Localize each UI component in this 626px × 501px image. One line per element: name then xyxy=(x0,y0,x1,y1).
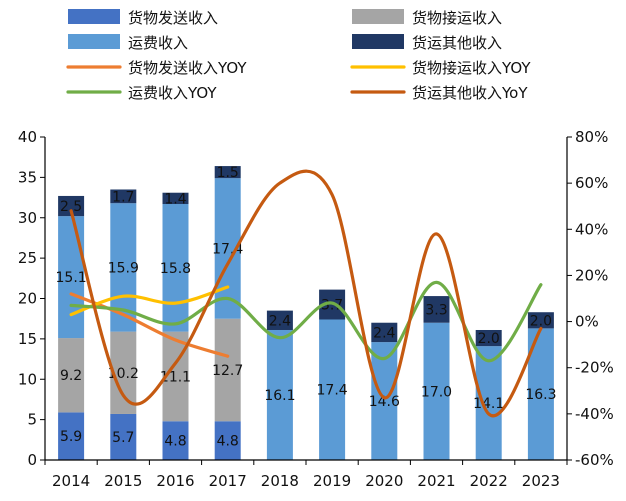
bar-label-3-2023: 16.3 xyxy=(525,387,556,403)
bar-4-2020 xyxy=(371,322,398,343)
bar-label-4-2017: 1.5 xyxy=(217,165,239,181)
bar-4-2017 xyxy=(214,166,241,179)
bar-label-3-2017: 17.4 xyxy=(212,241,243,257)
legend-label-7: 运费收入YOY xyxy=(128,84,217,102)
legend-swatch-4 xyxy=(352,34,404,49)
bar-label-2-2017: 12.7 xyxy=(212,363,243,379)
bar-3-2016 xyxy=(162,204,189,332)
legend-swatch-2 xyxy=(352,9,404,24)
bar-label-3-2018: 16.1 xyxy=(264,388,295,404)
bar-2-2014 xyxy=(58,338,85,413)
bar-4-2021 xyxy=(423,296,450,323)
bar-3-2022 xyxy=(475,346,502,460)
bar-1-2014 xyxy=(58,412,85,460)
bar-1-2015 xyxy=(110,413,137,460)
bar-label-4-2023: 2.0 xyxy=(530,313,552,329)
left-tick-label: 35 xyxy=(18,168,37,186)
right-tick-label: 20% xyxy=(575,266,608,284)
axes: 0 5 10 15 20 25 30 35 40 -60% -40% -20% 0% 20% 40% 60% 8… xyxy=(18,128,614,490)
x-tick-label-2019: 2019 xyxy=(313,472,351,490)
bar-label-1-2016: 4.8 xyxy=(164,434,186,450)
bar-label-4-2014: 2.5 xyxy=(60,199,82,215)
x-tick-label-2022: 2022 xyxy=(470,472,508,490)
left-tick-label: 20 xyxy=(18,290,37,308)
bar-label-4-2018: 2.4 xyxy=(269,313,291,329)
left-tick-label: 5 xyxy=(27,411,37,429)
bar-4-2022 xyxy=(475,329,502,347)
right-tick-label: -60% xyxy=(575,451,614,469)
left-tick-label: 10 xyxy=(18,370,37,388)
bar-4-2016 xyxy=(162,192,189,205)
bar-label-1-2014: 5.9 xyxy=(60,429,82,445)
bar-4-2015 xyxy=(110,189,137,204)
plot-area: 5.99.215.12.55.710.215.91.74.811.115.81.… xyxy=(56,165,556,460)
x-tick-label-2021: 2021 xyxy=(417,472,455,490)
bar-3-2014 xyxy=(58,216,85,339)
bar-label-4-2015: 1.7 xyxy=(112,189,134,205)
x-tick-label-2023: 2023 xyxy=(522,472,560,490)
bar-2-2017 xyxy=(214,318,241,422)
left-tick-label: 40 xyxy=(18,128,37,146)
legend-label-1: 货物发送收入 xyxy=(128,9,218,27)
legend-label-6: 货物接运收入YOY xyxy=(412,59,531,77)
right-tick-label: 60% xyxy=(575,174,608,192)
left-tick-label: 30 xyxy=(18,209,37,227)
bar-label-4-2022: 2.0 xyxy=(478,331,500,347)
bar-label-3-2015: 15.9 xyxy=(108,260,139,276)
bar-label-4-2016: 1.4 xyxy=(164,191,186,207)
x-tick-label-2014: 2014 xyxy=(52,472,90,490)
bar-4-2018 xyxy=(266,310,293,330)
right-tick-label: 0% xyxy=(575,313,599,331)
bar-label-3-2019: 17.4 xyxy=(317,383,348,399)
x-tick-label-2018: 2018 xyxy=(261,472,299,490)
bar-3-2018 xyxy=(266,329,293,460)
bar-1-2016 xyxy=(162,421,189,460)
legend-label-8: 货运其他收入YoY xyxy=(412,84,528,102)
bar-label-3-2014: 15.1 xyxy=(56,270,87,286)
right-tick-label: -20% xyxy=(575,359,614,377)
legend-label-5: 货物发送收入YOY xyxy=(128,59,247,77)
x-tick-label-2020: 2020 xyxy=(365,472,403,490)
bar-label-2-2014: 9.2 xyxy=(60,368,82,384)
left-tick-label: 0 xyxy=(27,451,37,469)
legend-swatch-1 xyxy=(68,9,120,24)
bar-label-1-2015: 5.7 xyxy=(112,430,134,446)
x-tick-label-2016: 2016 xyxy=(156,472,194,490)
bar-label-3-2016: 15.8 xyxy=(160,261,191,277)
bar-label-3-2021: 17.0 xyxy=(421,384,452,400)
bar-4-2014 xyxy=(58,195,85,217)
right-tick-label: 40% xyxy=(575,220,608,238)
line-series-4 xyxy=(69,169,543,418)
x-tick-label-2017: 2017 xyxy=(209,472,247,490)
bar-label-1-2017: 4.8 xyxy=(217,434,239,450)
bar-3-2021 xyxy=(423,322,450,460)
legend-label-3: 运费收入 xyxy=(128,34,188,52)
x-tick-label-2015: 2015 xyxy=(104,472,142,490)
bar-label-4-2021: 3.3 xyxy=(425,302,447,318)
left-tick-label: 25 xyxy=(18,249,37,267)
bar-label-4-2020: 2.4 xyxy=(373,325,395,341)
bar-4-2023 xyxy=(527,312,554,329)
bar-1-2017 xyxy=(214,421,241,460)
bar-label-3-2020: 14.6 xyxy=(369,394,400,410)
line-series-3 xyxy=(69,280,543,363)
legend-label-4: 货运其他收入 xyxy=(412,34,502,52)
bar-label-3-2022: 14.1 xyxy=(473,396,504,412)
bar-3-2019 xyxy=(319,319,346,460)
right-tick-label: 80% xyxy=(575,128,608,146)
right-tick-label: -40% xyxy=(575,405,614,423)
bar-3-2020 xyxy=(371,342,398,460)
bar-label-4-2019: 3.7 xyxy=(321,298,343,314)
left-tick-label: 15 xyxy=(18,330,37,348)
legend-label-2: 货物接运收入 xyxy=(412,9,502,27)
legend-swatch-3 xyxy=(68,34,120,49)
